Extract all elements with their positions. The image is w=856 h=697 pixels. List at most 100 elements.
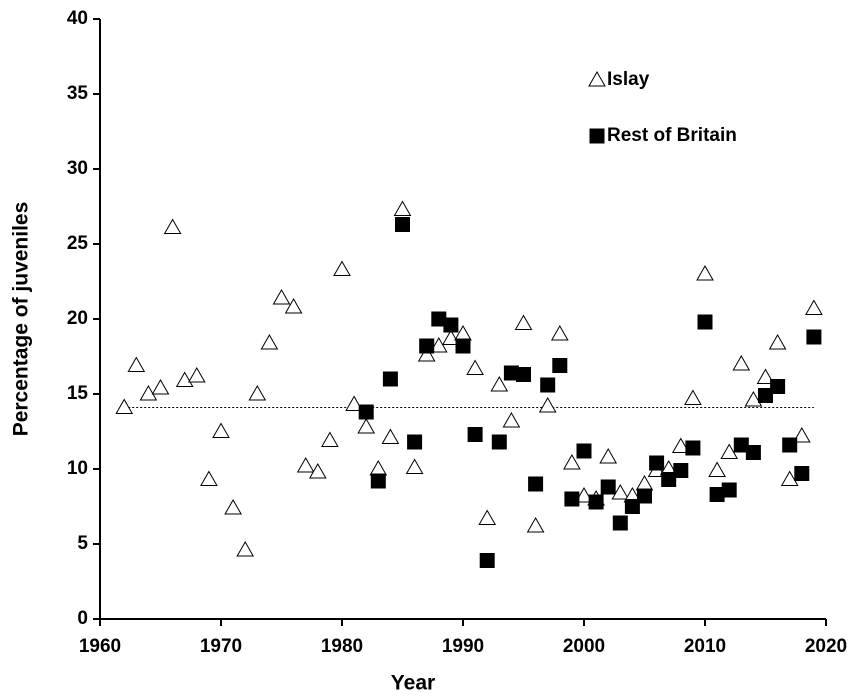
- data-point: [321, 431, 339, 447]
- data-point: [357, 417, 376, 434]
- data-point: [479, 553, 495, 568]
- data-point: [308, 462, 327, 479]
- legend-label: Islay: [607, 69, 650, 90]
- data-point: [381, 428, 400, 444]
- data-point: [491, 434, 507, 450]
- data-point: [139, 384, 158, 401]
- y-tick-label: 5: [77, 533, 88, 554]
- data-point: [782, 437, 798, 453]
- data-point: [768, 333, 787, 350]
- data-point: [575, 486, 593, 503]
- data-point: [563, 453, 581, 470]
- data-point: [405, 458, 424, 474]
- data-point: [442, 329, 460, 345]
- data-point: [661, 472, 677, 487]
- data-point: [649, 455, 665, 471]
- data-point: [466, 359, 484, 375]
- data-point: [382, 371, 398, 387]
- data-point: [758, 388, 773, 403]
- data-point: [538, 396, 557, 413]
- data-point: [236, 540, 255, 557]
- y-tick-label: 10: [67, 458, 88, 479]
- legend-label: Rest of Britain: [607, 125, 737, 146]
- data-point: [467, 427, 483, 442]
- data-point: [200, 470, 218, 486]
- legend-marker: [588, 70, 606, 87]
- data-point: [163, 218, 182, 234]
- data-point: [611, 483, 630, 500]
- data-point: [419, 338, 435, 354]
- x-axis-title: Year: [391, 672, 435, 695]
- data-point: [345, 395, 363, 411]
- data-point: [296, 456, 315, 473]
- data-point: [127, 356, 146, 372]
- y-tick-label: 40: [67, 8, 88, 29]
- data-point: [514, 314, 533, 330]
- y-tick-label: 15: [67, 383, 89, 404]
- data-point: [540, 377, 556, 393]
- data-point: [600, 479, 616, 495]
- data-point: [624, 499, 640, 514]
- data-point: [576, 443, 592, 459]
- y-tick-label: 25: [67, 233, 89, 254]
- data-point: [588, 494, 604, 510]
- data-point: [369, 459, 388, 476]
- data-point: [175, 371, 194, 387]
- x-tick-label: 2020: [805, 636, 847, 657]
- data-point: [708, 461, 726, 477]
- data-point: [732, 354, 751, 371]
- data-point: [526, 516, 545, 533]
- data-point: [697, 314, 713, 330]
- data-point: [212, 422, 230, 438]
- data-point: [260, 333, 279, 350]
- x-tick-label: 2010: [684, 636, 726, 657]
- data-point: [635, 474, 654, 491]
- data-point: [502, 411, 521, 428]
- data-point: [528, 476, 544, 492]
- data-point: [599, 447, 618, 464]
- data-point: [721, 482, 737, 498]
- data-point: [272, 288, 291, 305]
- data-point: [516, 367, 531, 382]
- data-point: [395, 217, 410, 232]
- data-point: [637, 488, 652, 504]
- y-tick-label: 0: [77, 608, 88, 629]
- y-tick-label: 20: [67, 308, 88, 329]
- data-point: [564, 491, 580, 507]
- data-point: [792, 426, 811, 443]
- data-point: [115, 398, 134, 414]
- data-point: [443, 317, 459, 333]
- data-point: [248, 384, 267, 401]
- data-point: [151, 378, 170, 395]
- x-tick-label: 1990: [442, 636, 484, 657]
- data-point: [685, 440, 701, 456]
- data-point: [770, 379, 786, 394]
- data-point: [780, 470, 799, 486]
- data-point: [490, 375, 509, 392]
- legend-marker: [589, 128, 605, 144]
- x-tick-label: 1970: [200, 636, 242, 657]
- x-tick-label: 1960: [79, 636, 121, 657]
- data-point: [794, 466, 810, 481]
- data-point: [284, 297, 303, 314]
- data-point: [696, 264, 714, 281]
- data-point: [671, 437, 690, 453]
- data-point: [455, 338, 471, 354]
- x-tick-label: 1980: [321, 636, 363, 657]
- data-point: [478, 509, 497, 525]
- data-point: [187, 366, 206, 383]
- data-point: [333, 260, 351, 276]
- data-point: [673, 463, 689, 478]
- data-point: [552, 358, 568, 373]
- y-tick-label: 30: [67, 158, 88, 179]
- data-point: [745, 445, 761, 460]
- data-point: [756, 368, 775, 384]
- data-point: [684, 389, 702, 405]
- data-point: [744, 390, 763, 407]
- data-point: [358, 404, 374, 420]
- x-tick-label: 2000: [563, 636, 605, 657]
- data-point: [407, 434, 423, 450]
- y-axis-title: Percentage of juveniles: [10, 202, 33, 437]
